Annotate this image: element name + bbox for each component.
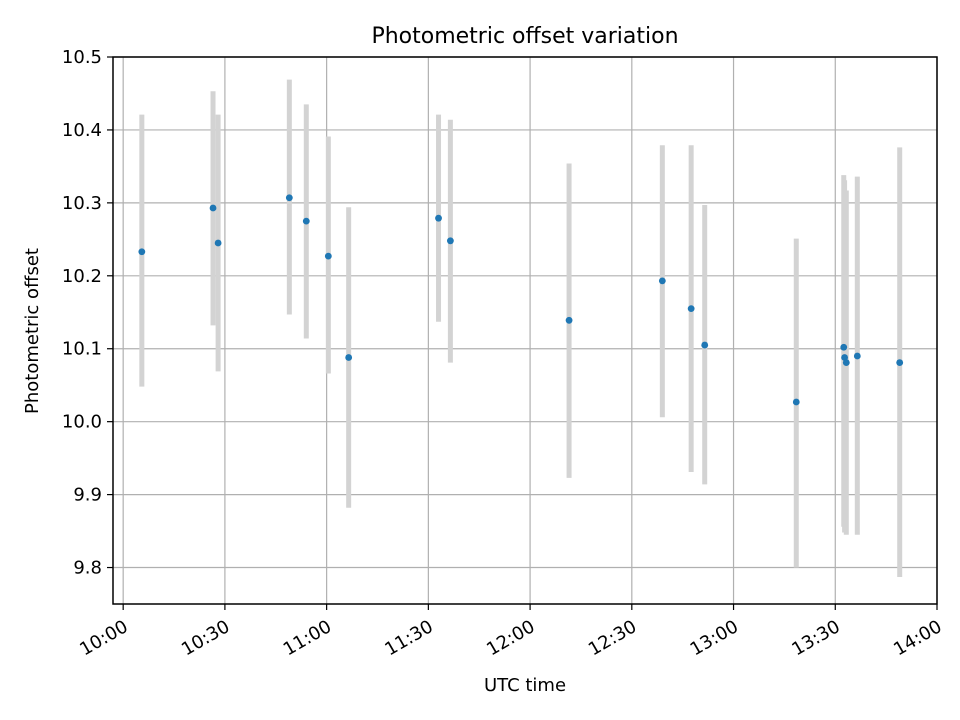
y-axis-label: Photometric offset xyxy=(22,248,43,414)
data-point xyxy=(896,359,904,366)
y-tick-label: 10.0 xyxy=(62,412,102,433)
data-point xyxy=(209,204,217,212)
data-point xyxy=(345,354,353,361)
data-point xyxy=(324,252,332,260)
y-tick-label: 10.5 xyxy=(62,47,102,68)
data-point xyxy=(138,248,146,256)
data-point xyxy=(840,343,848,351)
data-point xyxy=(658,277,666,285)
data-point xyxy=(214,239,222,247)
data-point xyxy=(842,359,850,366)
data-point xyxy=(701,341,709,349)
data-point xyxy=(792,398,800,406)
x-axis-label: UTC time xyxy=(484,675,566,696)
data-point xyxy=(565,316,573,324)
data-point xyxy=(687,305,695,313)
y-tick-label: 9.9 xyxy=(73,485,102,506)
data-point xyxy=(285,194,293,202)
y-tick-label: 10.3 xyxy=(62,193,102,214)
data-point xyxy=(446,237,454,245)
data-points xyxy=(138,194,904,406)
data-point xyxy=(435,214,442,222)
data-point xyxy=(853,352,861,360)
chart-title: Photometric offset variation xyxy=(371,24,678,49)
y-tick-label: 10.4 xyxy=(62,120,102,141)
y-tick-label: 10.2 xyxy=(62,266,102,287)
data-point xyxy=(841,354,848,361)
y-tick-label: 10.1 xyxy=(62,339,102,360)
y-tick-label: 9.8 xyxy=(73,558,102,579)
plot-frame xyxy=(112,56,938,605)
data-point xyxy=(302,217,310,225)
